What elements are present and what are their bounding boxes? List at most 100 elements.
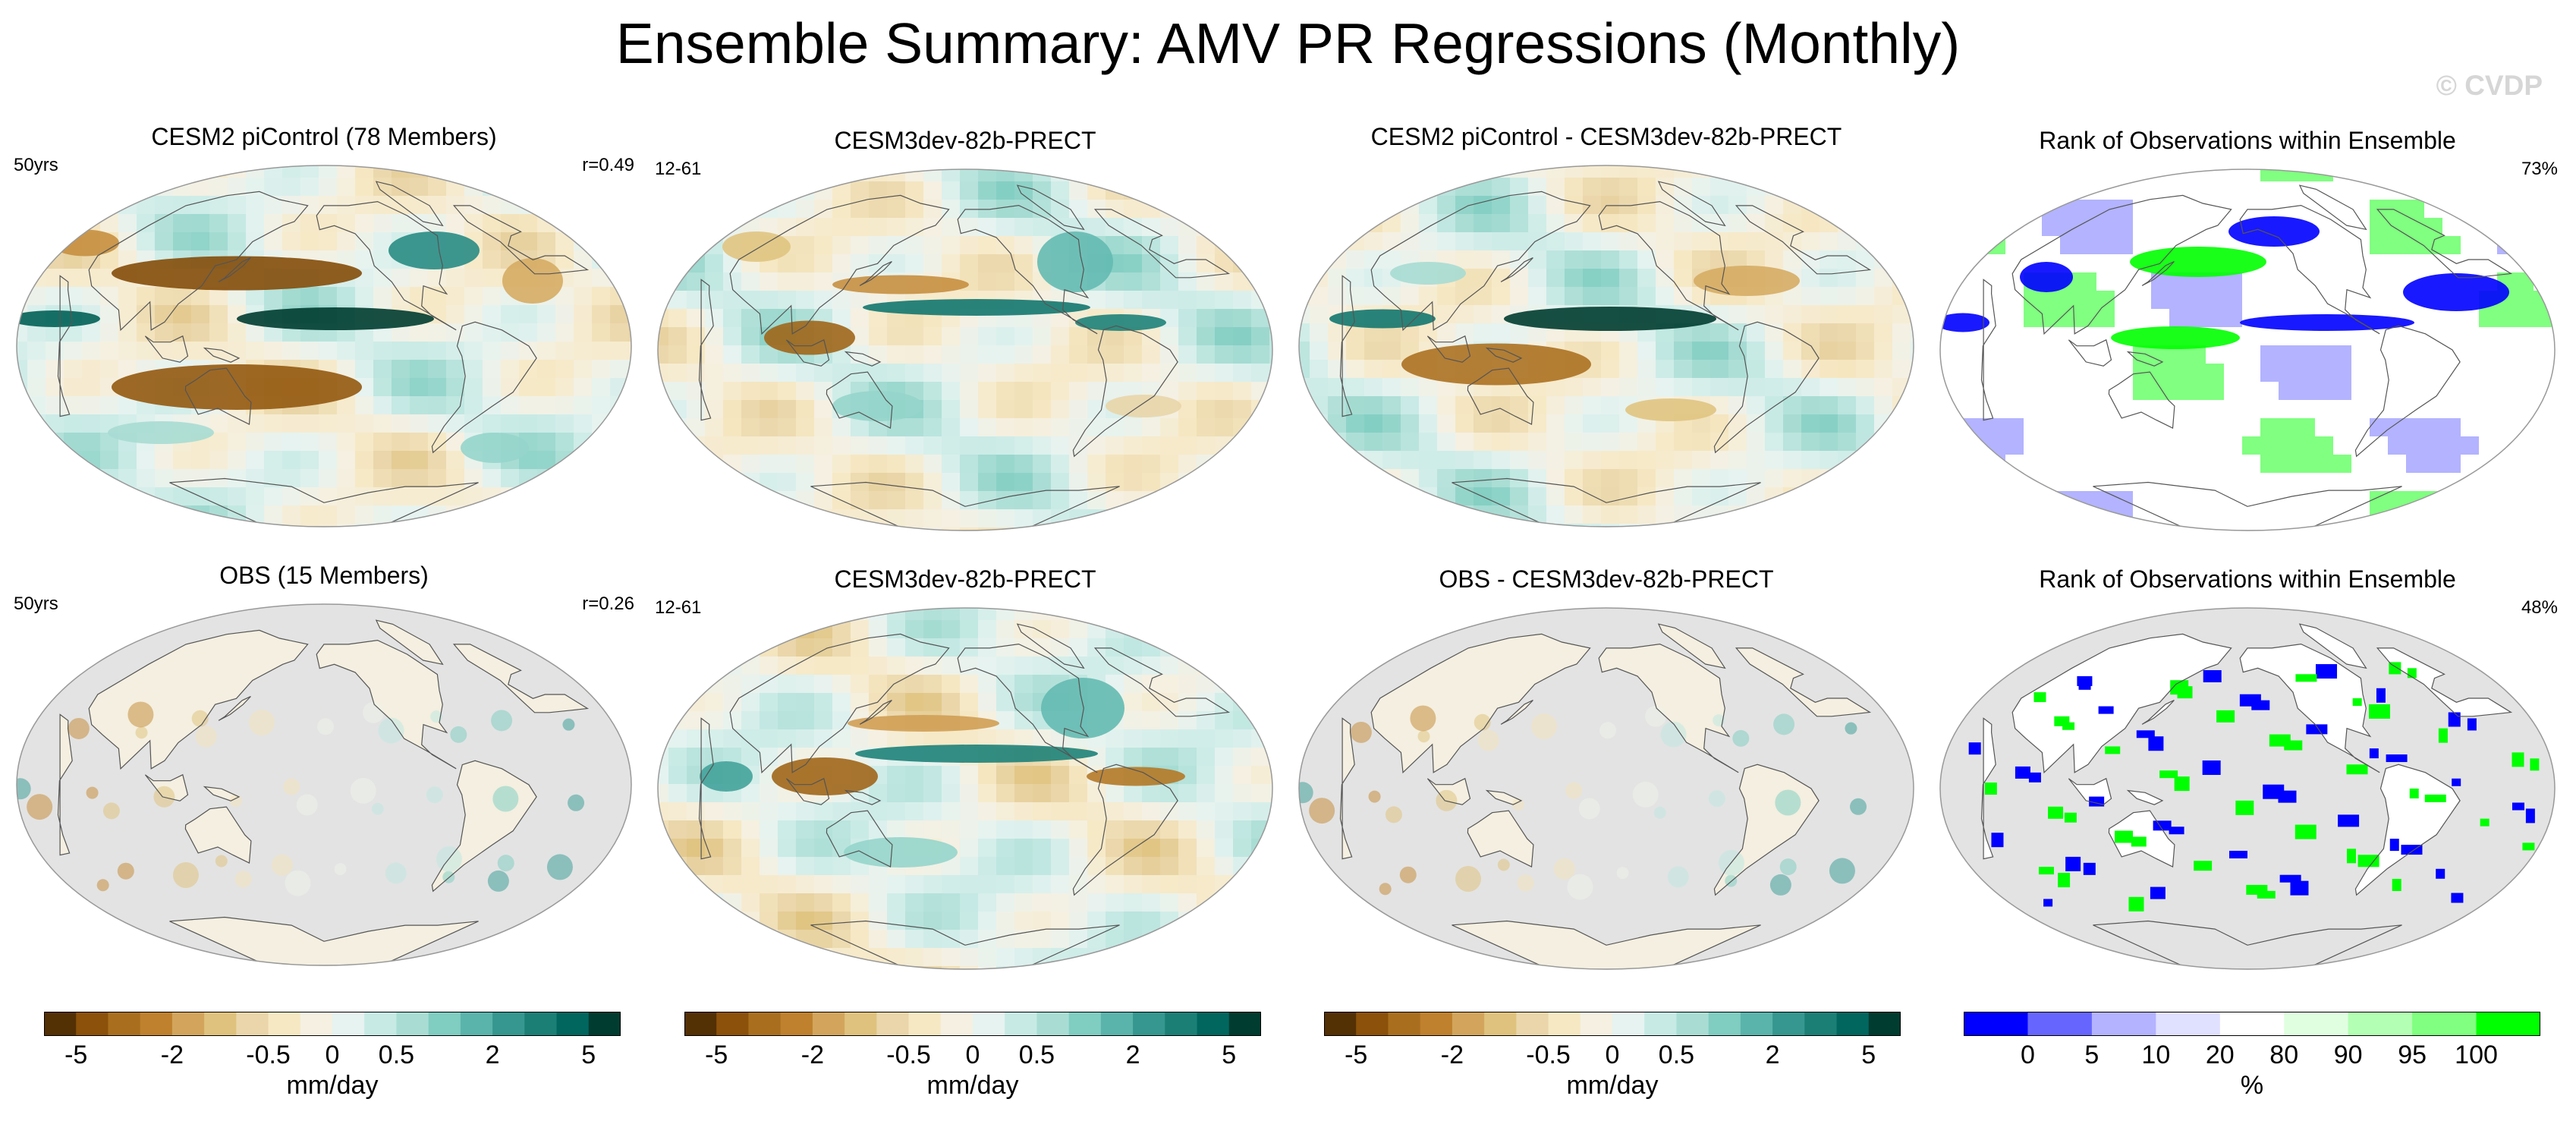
field-cell	[760, 418, 778, 436]
coastline	[1735, 647, 1872, 717]
field-cell	[1437, 505, 1455, 524]
field-cell	[1911, 232, 1914, 250]
field-cell	[960, 364, 978, 382]
coastline	[2108, 371, 2175, 430]
field-feature	[1037, 231, 1113, 292]
field-cell	[1601, 250, 1619, 269]
field-cell	[64, 214, 82, 232]
field-cell	[760, 272, 778, 291]
field-feature	[461, 433, 529, 463]
field-cell	[1124, 675, 1142, 693]
colorbar-swatch	[1580, 1012, 1613, 1036]
field-cell	[519, 165, 537, 178]
field-cell	[2534, 218, 2552, 236]
field-cell	[1124, 491, 1142, 509]
field-cell	[923, 784, 942, 802]
field-cell	[446, 378, 464, 396]
field-cell	[1856, 378, 1874, 396]
field-cell	[537, 396, 555, 414]
field-cell	[1546, 232, 1565, 250]
field-cell	[923, 364, 942, 382]
field-cell	[1510, 232, 1528, 250]
panel-title: Rank of Observations within Ensemble	[2039, 127, 2456, 154]
field-cell	[1233, 509, 1251, 527]
field-cell	[1051, 620, 1069, 638]
land-anomaly	[215, 855, 228, 868]
field-cell	[2096, 527, 2115, 531]
field-cell	[1197, 820, 1215, 839]
field-cell	[942, 218, 960, 236]
field-cell	[1940, 218, 1951, 236]
colorbar-swatch	[332, 1012, 365, 1036]
field-cell	[978, 620, 996, 638]
field-cell	[796, 436, 814, 455]
field-cell	[610, 487, 628, 505]
field-cell	[1492, 451, 1510, 469]
field-cell	[1142, 455, 1160, 473]
field-cell	[851, 657, 869, 675]
field-cell	[1510, 396, 1528, 414]
field-cell	[942, 820, 960, 839]
field-cell	[1820, 178, 1838, 196]
field-cell	[1747, 250, 1765, 269]
colorbar-3: -5 -2 -0.5 0 0.5 2 5 mm/day	[1324, 1012, 1901, 1118]
field-cell	[1033, 930, 1051, 948]
colorbar-swatch	[1356, 1012, 1389, 1036]
field-cell	[1178, 509, 1197, 527]
field-cell	[760, 455, 778, 473]
field-cell	[1197, 912, 1215, 930]
land-anomaly	[1379, 883, 1392, 896]
field-cell	[1124, 254, 1142, 272]
field-cell	[137, 451, 155, 469]
field-cell	[264, 505, 282, 524]
field-cell	[687, 893, 705, 912]
field-cell	[1838, 396, 1856, 414]
field-cell	[1014, 473, 1033, 491]
field-cell	[1510, 214, 1528, 232]
field-cell	[1747, 433, 1765, 451]
field-cell	[173, 214, 191, 232]
field-cell	[246, 165, 264, 178]
field-cell	[1583, 342, 1601, 360]
field-cell	[996, 200, 1014, 218]
field-cell	[137, 178, 155, 196]
field-cell	[687, 491, 705, 509]
field-cell	[537, 323, 555, 342]
field-cell	[1014, 766, 1033, 784]
field-cell	[1801, 524, 1820, 527]
field-cell	[658, 509, 668, 527]
field-cell	[1142, 291, 1160, 309]
field-cell	[887, 436, 905, 455]
field-cell	[1783, 250, 1801, 269]
field-cell	[1601, 505, 1619, 524]
field-cell	[2388, 527, 2406, 531]
field-cell	[1619, 287, 1637, 305]
coastline	[375, 181, 444, 227]
field-cell	[1401, 214, 1419, 232]
field-cell	[100, 505, 118, 524]
field-cell	[392, 287, 410, 305]
colorbar-swatch	[940, 1012, 973, 1036]
field-cell	[17, 165, 27, 178]
field-cell	[760, 820, 778, 839]
field-cell	[1619, 342, 1637, 360]
field-cell	[1674, 360, 1692, 378]
colorbar-swatch	[1228, 1012, 1261, 1036]
field-cell	[723, 912, 741, 930]
rank-cell	[2467, 718, 2477, 731]
field-cell	[1160, 527, 1178, 531]
field-cell	[741, 345, 760, 364]
field-cell	[27, 414, 46, 433]
field-cell	[832, 948, 851, 966]
field-cell	[996, 875, 1014, 893]
field-cell	[851, 966, 869, 969]
field-cell	[1014, 382, 1033, 400]
field-cell	[2406, 436, 2424, 455]
field-cell	[1069, 491, 1087, 509]
field-cell	[1142, 509, 1160, 527]
field-cell	[1269, 766, 1272, 784]
field-cell	[1178, 491, 1197, 509]
field-cell	[814, 436, 832, 455]
field-cell	[592, 214, 610, 232]
field-cell	[960, 675, 978, 693]
